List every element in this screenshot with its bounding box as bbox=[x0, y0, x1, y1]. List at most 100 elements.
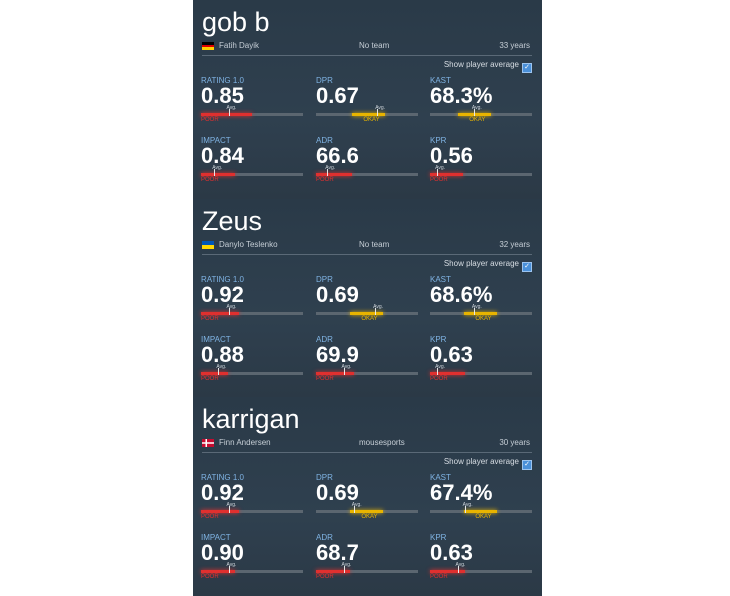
average-marker-label: Avg. bbox=[455, 562, 466, 568]
stat-block-dpr: DPR 0.69 Avg. OKAY bbox=[316, 473, 418, 523]
show-player-average-checkbox[interactable]: ✓ bbox=[522, 63, 532, 73]
stat-value: 69.9 bbox=[316, 342, 359, 367]
stat-bar-fill bbox=[316, 570, 350, 573]
stat-rating: OKAY bbox=[361, 316, 378, 322]
average-marker bbox=[214, 169, 216, 176]
stat-bar-track bbox=[316, 173, 418, 176]
stat-block-adr: ADR 66.6 Avg. POOR bbox=[316, 136, 418, 186]
show-player-average-toggle[interactable]: Show player average ✓ bbox=[444, 60, 532, 73]
show-player-average-toggle[interactable]: Show player average ✓ bbox=[444, 259, 532, 272]
stat-label: KPR bbox=[430, 136, 447, 145]
average-marker bbox=[353, 506, 355, 513]
stat-bar-fill bbox=[350, 510, 384, 513]
stat-value: 0.88 bbox=[201, 342, 244, 367]
player-nickname[interactable]: gob b bbox=[202, 7, 270, 37]
stat-label: DPR bbox=[316, 473, 333, 482]
stat-block-kast: KAST 68.3% Avg. OKAY bbox=[430, 76, 532, 126]
player-card: gob b Fatih Dayik No team 33 years Show play… bbox=[193, 0, 542, 198]
average-marker-label: Avg. bbox=[325, 165, 336, 171]
stat-label: ADR bbox=[316, 136, 333, 145]
stat-block-kpr: KPR 0.63 Avg. POOR bbox=[430, 335, 532, 385]
stat-rating: POOR bbox=[201, 316, 219, 322]
average-marker-label: Avg. bbox=[373, 304, 384, 310]
stat-block-kpr: KPR 0.56 Avg. POOR bbox=[430, 136, 532, 186]
stat-label: KAST bbox=[430, 275, 451, 284]
average-marker-label: Avg. bbox=[226, 105, 237, 111]
stat-bar-fill bbox=[201, 312, 239, 315]
average-marker bbox=[464, 506, 466, 513]
average-marker-label: Avg. bbox=[212, 165, 223, 171]
stat-bar-fill bbox=[464, 510, 498, 513]
stat-value: 0.63 bbox=[430, 540, 473, 565]
show-player-average-toggle[interactable]: Show player average ✓ bbox=[444, 457, 532, 470]
stat-value: 0.84 bbox=[201, 143, 244, 168]
stat-block-kast: KAST 67.4% Avg. OKAY bbox=[430, 473, 532, 523]
average-marker-label: Avg. bbox=[226, 304, 237, 310]
stat-block-rating-1-0: RATING 1.0 0.92 Avg. POOR bbox=[201, 275, 303, 325]
stat-label: IMPACT bbox=[201, 136, 231, 145]
stat-bar-track bbox=[316, 372, 418, 375]
stat-label: ADR bbox=[316, 335, 333, 344]
player-info-row: Danylo Teslenko No team 32 years bbox=[202, 239, 532, 253]
player-nickname[interactable]: karrigan bbox=[202, 404, 300, 434]
player-card: karrigan Finn Andersen mousesports 30 years… bbox=[193, 397, 542, 595]
stat-rating: POOR bbox=[201, 376, 219, 382]
average-marker-label: Avg. bbox=[375, 105, 386, 111]
stat-block-kast: KAST 68.6% Avg. OKAY bbox=[430, 275, 532, 325]
player-team[interactable]: No team bbox=[359, 240, 390, 249]
stat-bar-track bbox=[430, 113, 532, 116]
average-marker bbox=[457, 566, 459, 573]
player-team[interactable]: No team bbox=[359, 41, 390, 50]
stat-bar-track bbox=[201, 173, 303, 176]
show-player-average-checkbox[interactable]: ✓ bbox=[522, 460, 532, 470]
average-marker bbox=[377, 109, 379, 116]
stat-bar-track bbox=[201, 312, 303, 315]
stat-bar-fill bbox=[430, 372, 465, 375]
player-team[interactable]: mousesports bbox=[359, 438, 405, 447]
player-card: Zeus Danylo Teslenko No team 32 years Show p… bbox=[193, 199, 542, 397]
stat-value: 0.92 bbox=[201, 480, 244, 505]
average-marker bbox=[375, 308, 377, 315]
average-marker bbox=[473, 308, 475, 315]
show-player-average-label: Show player average bbox=[443, 60, 519, 69]
stat-label: ADR bbox=[316, 533, 333, 542]
player-age: 33 years bbox=[499, 41, 530, 50]
show-player-average-checkbox[interactable]: ✓ bbox=[522, 262, 532, 272]
average-marker-label: Avg. bbox=[471, 105, 482, 111]
stat-bar-fill bbox=[201, 113, 252, 116]
stat-rating: OKAY bbox=[469, 117, 486, 123]
player-info-row: Fatih Dayik No team 33 years bbox=[202, 40, 532, 54]
average-marker-label: Avg. bbox=[471, 304, 482, 310]
stat-bar-track bbox=[316, 312, 418, 315]
average-marker bbox=[228, 308, 230, 315]
average-marker bbox=[228, 566, 230, 573]
country-flag-icon bbox=[202, 439, 214, 447]
stat-value: 66.6 bbox=[316, 143, 359, 168]
stat-bar-fill bbox=[350, 312, 384, 315]
average-marker-label: Avg. bbox=[351, 502, 362, 508]
stat-bar-track bbox=[430, 173, 532, 176]
divider bbox=[202, 452, 532, 453]
average-marker-label: Avg. bbox=[226, 562, 237, 568]
average-marker bbox=[218, 368, 220, 375]
stat-rating: OKAY bbox=[363, 117, 380, 123]
stat-bar-track bbox=[316, 113, 418, 116]
stat-value: 0.92 bbox=[201, 282, 244, 307]
player-age: 32 years bbox=[499, 240, 530, 249]
stat-bar-fill bbox=[464, 312, 498, 315]
average-marker-label: Avg. bbox=[226, 502, 237, 508]
average-marker bbox=[437, 368, 439, 375]
stat-bar-track bbox=[316, 570, 418, 573]
average-marker bbox=[473, 109, 475, 116]
average-marker bbox=[343, 566, 345, 573]
average-marker bbox=[437, 169, 439, 176]
stat-bar-fill bbox=[201, 173, 235, 176]
stat-bar-fill bbox=[430, 173, 463, 176]
average-marker bbox=[228, 506, 230, 513]
stat-block-adr: ADR 69.9 Avg. POOR bbox=[316, 335, 418, 385]
stat-bar-fill bbox=[316, 173, 352, 176]
stat-value: 0.69 bbox=[316, 480, 359, 505]
stat-block-impact: IMPACT 0.90 Avg. POOR bbox=[201, 533, 303, 583]
stat-bar-fill bbox=[352, 113, 386, 116]
player-nickname[interactable]: Zeus bbox=[202, 206, 263, 236]
